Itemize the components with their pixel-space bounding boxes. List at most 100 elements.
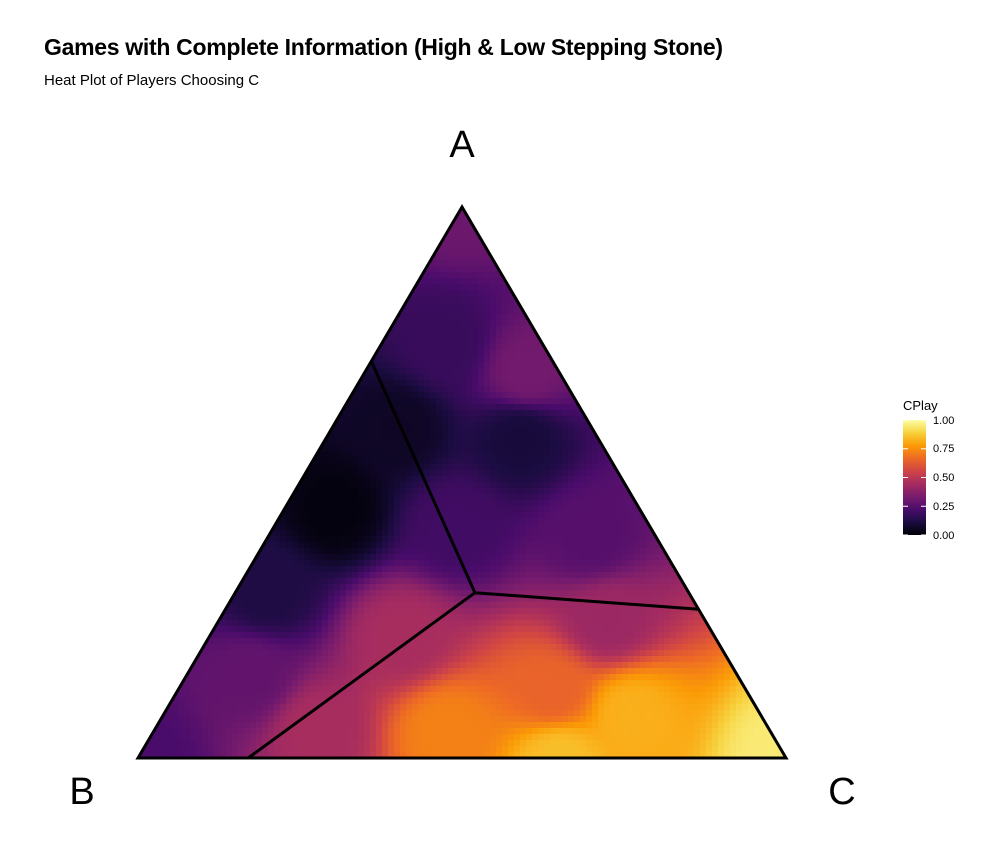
heat-cell (778, 302, 785, 309)
heat-cell (316, 434, 323, 441)
heat-cell (610, 446, 617, 453)
heat-cell (550, 218, 557, 225)
heat-cell (526, 338, 533, 345)
heat-cell (514, 212, 521, 219)
heat-cell (166, 416, 173, 423)
heat-cell (340, 326, 347, 333)
heat-cell (778, 404, 785, 411)
heat-cell (400, 398, 407, 405)
heat-cell (604, 386, 611, 393)
heat-cell (466, 302, 473, 309)
heat-cell (352, 236, 359, 243)
heat-cell (268, 230, 275, 237)
heat-cell (442, 410, 449, 417)
heat-cell (274, 458, 281, 465)
heat-cell (340, 392, 347, 399)
heat-cell (196, 200, 203, 207)
heat-cell (406, 338, 413, 345)
heat-cell (592, 338, 599, 345)
heat-cell (334, 254, 341, 261)
heat-cell (784, 308, 786, 315)
heat-cell (190, 416, 197, 423)
heat-cell (244, 446, 251, 453)
heat-cell (148, 338, 155, 345)
heat-cell (250, 278, 257, 285)
heat-cell (574, 272, 581, 279)
heat-cell (646, 380, 653, 387)
heat-cell (298, 452, 305, 459)
heat-cell (784, 207, 786, 213)
heat-cell (316, 260, 323, 267)
heat-cell (748, 428, 755, 435)
heat-cell (250, 207, 257, 213)
heat-cell (424, 314, 431, 321)
heat-cell (334, 434, 341, 441)
heat-cell (256, 296, 263, 303)
heat-cell (424, 218, 431, 225)
heat-cell (544, 446, 551, 453)
heat-cell (604, 404, 611, 411)
heat-cell (514, 428, 521, 435)
heat-cell (610, 284, 617, 291)
heat-cell (154, 356, 161, 363)
heat-cell (406, 200, 413, 207)
heat-cell (138, 260, 143, 267)
heat-cell (334, 242, 341, 249)
heat-cell (328, 278, 335, 285)
heat-cell (310, 356, 317, 363)
heat-cell (466, 278, 473, 285)
chart-subtitle: Heat Plot of Players Choosing C (44, 72, 260, 89)
heat-cell (676, 404, 683, 411)
heat-cell (778, 332, 785, 339)
heat-cell (628, 248, 635, 255)
heat-cell (346, 207, 353, 213)
heat-cell (736, 302, 743, 309)
heat-cell (310, 260, 317, 267)
heat-cell (334, 404, 341, 411)
heat-cell (766, 230, 773, 237)
heat-cell (166, 314, 173, 321)
heat-cell (352, 410, 359, 417)
heat-cell (442, 284, 449, 291)
heat-cell (568, 200, 575, 207)
heat-cell (664, 416, 671, 423)
heat-cell (138, 320, 143, 327)
heat-cell (508, 266, 515, 273)
heat-cell (178, 440, 185, 447)
heat-cell (268, 446, 275, 453)
heat-cell (688, 386, 695, 393)
heat-cell (196, 260, 203, 267)
heat-cell (466, 254, 473, 261)
heat-cell (628, 380, 635, 387)
heat-cell (640, 314, 647, 321)
heat-cell (292, 212, 299, 219)
heat-cell (700, 230, 707, 237)
heat-cell (664, 200, 671, 207)
heat-cell (490, 452, 497, 459)
heat-cell (652, 236, 659, 243)
heat-cell (304, 404, 311, 411)
heat-cell (736, 332, 743, 339)
heat-cell (154, 362, 161, 369)
heat-cell (268, 218, 275, 225)
heat-cell (550, 302, 557, 309)
heat-cell (382, 368, 389, 375)
heat-cell (598, 308, 605, 315)
heat-cell (700, 458, 707, 465)
heat-cell (628, 290, 635, 297)
heat-cell (358, 380, 365, 387)
heat-cell (460, 440, 467, 447)
heat-cell (130, 440, 137, 447)
heat-cell (298, 362, 305, 369)
heat-cell (646, 386, 653, 393)
heat-cell (616, 446, 623, 453)
heat-cell (322, 446, 329, 453)
heat-cell (604, 362, 611, 369)
heat-cell (706, 314, 713, 321)
heat-cell (256, 404, 263, 411)
heat-cell (148, 344, 155, 351)
heat-cell (364, 422, 371, 429)
heat-cell (286, 374, 293, 381)
heat-cell (616, 200, 623, 207)
heat-cell (142, 368, 149, 375)
